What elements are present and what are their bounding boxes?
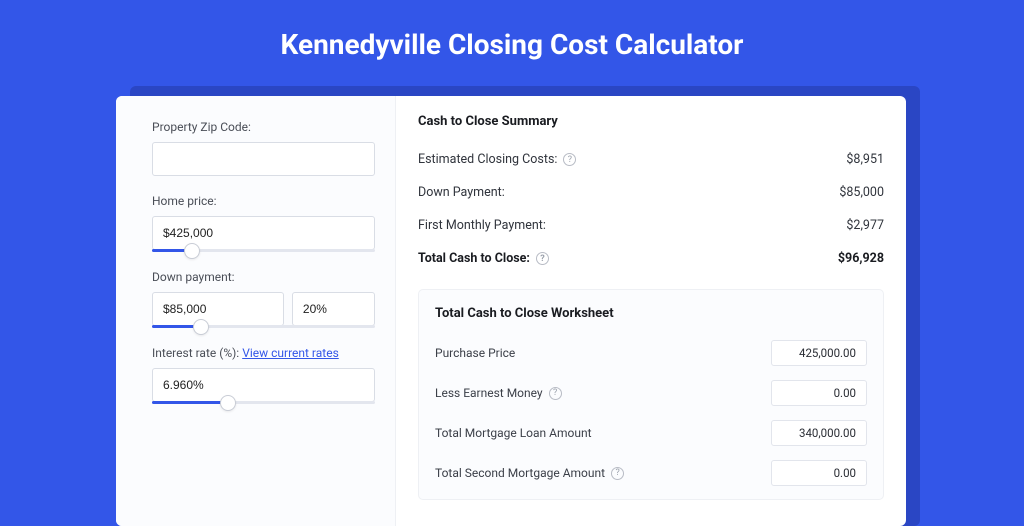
inputs-panel: Property Zip Code: Home price: Down paym… [116, 96, 396, 526]
worksheet-label: Purchase Price [435, 346, 515, 360]
calculator-card: Property Zip Code: Home price: Down paym… [116, 96, 906, 526]
help-icon[interactable]: ? [563, 153, 576, 166]
worksheet-value[interactable]: 425,000.00 [771, 340, 867, 366]
interest-rate-input[interactable] [152, 368, 375, 402]
summary-total-label: Total Cash to Close: [418, 251, 530, 266]
summary-label-text: First Monthly Payment: [418, 218, 546, 233]
worksheet-row-second-mortgage: Total Second Mortgage Amount ? 0.00 [435, 453, 867, 493]
help-icon[interactable]: ? [536, 252, 549, 265]
worksheet-label: Total Second Mortgage Amount [435, 466, 605, 480]
down-payment-slider[interactable] [152, 325, 375, 328]
interest-rate-slider-fill [152, 401, 228, 404]
down-payment-input[interactable] [152, 292, 284, 326]
summary-panel: Cash to Close Summary Estimated Closing … [396, 96, 906, 526]
summary-label-text: Estimated Closing Costs: [418, 152, 557, 167]
summary-row-first-payment: First Monthly Payment: $2,977 [418, 209, 884, 242]
interest-rate-slider-thumb[interactable] [220, 395, 236, 411]
zip-label: Property Zip Code: [152, 120, 375, 134]
home-price-slider-thumb[interactable] [184, 243, 200, 259]
home-price-label: Home price: [152, 194, 375, 208]
interest-rate-label-text: Interest rate (%): [152, 346, 239, 360]
interest-rate-slider[interactable] [152, 401, 375, 404]
down-payment-group: Down payment: [152, 270, 375, 328]
worksheet-value[interactable]: 0.00 [771, 460, 867, 486]
summary-total-value: $96,928 [838, 251, 884, 266]
summary-title: Cash to Close Summary [418, 114, 884, 129]
summary-value: $2,977 [846, 218, 884, 233]
worksheet-row-mortgage-amount: Total Mortgage Loan Amount 340,000.00 [435, 413, 867, 453]
summary-row-total: Total Cash to Close: ? $96,928 [418, 242, 884, 275]
page-title: Kennedyville Closing Cost Calculator [0, 0, 1024, 85]
help-icon[interactable]: ? [611, 467, 624, 480]
worksheet-row-purchase-price: Purchase Price 425,000.00 [435, 333, 867, 373]
worksheet-row-earnest-money: Less Earnest Money ? 0.00 [435, 373, 867, 413]
worksheet-title: Total Cash to Close Worksheet [435, 306, 867, 321]
interest-rate-label: Interest rate (%): View current rates [152, 346, 375, 360]
worksheet-value[interactable]: 340,000.00 [771, 420, 867, 446]
worksheet-card: Total Cash to Close Worksheet Purchase P… [418, 289, 884, 500]
zip-group: Property Zip Code: [152, 120, 375, 176]
view-rates-link[interactable]: View current rates [242, 346, 339, 360]
home-price-slider[interactable] [152, 249, 375, 252]
interest-rate-group: Interest rate (%): View current rates [152, 346, 375, 404]
down-payment-label: Down payment: [152, 270, 375, 284]
down-payment-slider-thumb[interactable] [193, 319, 209, 335]
summary-value: $8,951 [846, 152, 884, 167]
zip-input[interactable] [152, 142, 375, 176]
summary-row-closing-costs: Estimated Closing Costs: ? $8,951 [418, 143, 884, 176]
help-icon[interactable]: ? [549, 387, 562, 400]
worksheet-label: Less Earnest Money [435, 386, 543, 400]
home-price-group: Home price: [152, 194, 375, 252]
summary-label-text: Down Payment: [418, 185, 505, 200]
worksheet-value[interactable]: 0.00 [771, 380, 867, 406]
summary-row-down-payment: Down Payment: $85,000 [418, 176, 884, 209]
down-payment-pct-input[interactable] [292, 292, 375, 326]
worksheet-label: Total Mortgage Loan Amount [435, 426, 592, 440]
summary-value: $85,000 [839, 185, 884, 200]
